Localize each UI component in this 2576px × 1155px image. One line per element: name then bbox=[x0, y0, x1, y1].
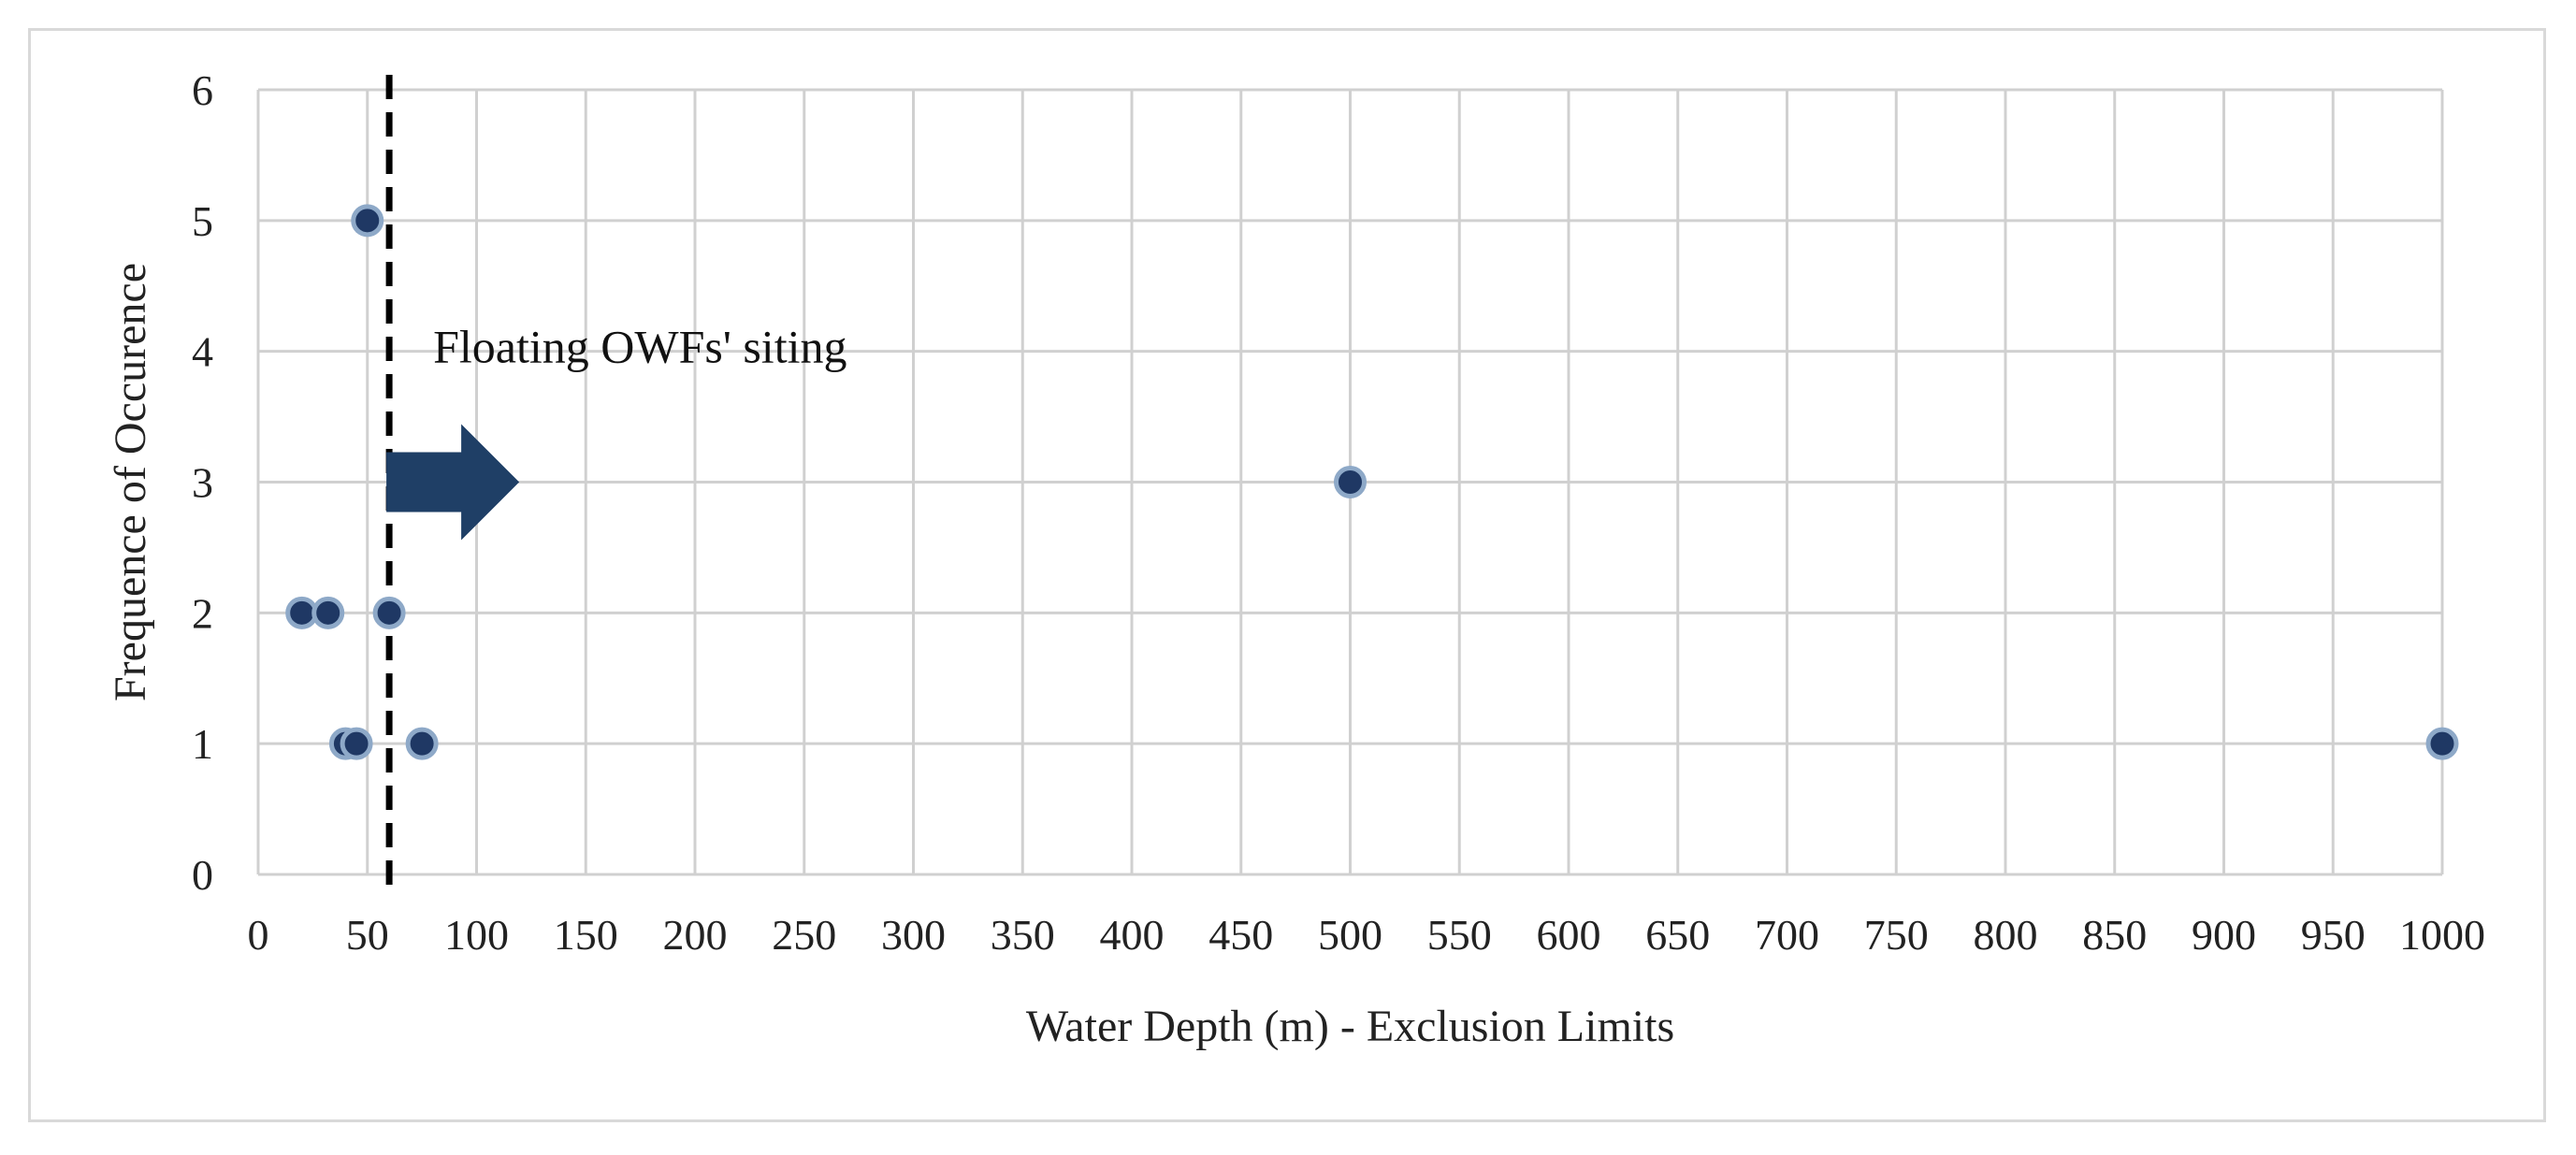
annotation-label: Floating OWFs' siting bbox=[433, 321, 847, 373]
x-tick-label: 0 bbox=[248, 911, 269, 959]
x-tick-label: 300 bbox=[881, 911, 946, 959]
y-axis-title: Frequence of Occurence bbox=[106, 263, 155, 701]
annotation-layer: Floating OWFs' siting bbox=[385, 75, 847, 886]
x-tick-label: 950 bbox=[2301, 911, 2366, 959]
data-point bbox=[351, 204, 384, 238]
x-tick-label: 150 bbox=[554, 911, 618, 959]
x-tick-label: 700 bbox=[1755, 911, 1819, 959]
data-point bbox=[311, 596, 345, 629]
x-tick-label: 400 bbox=[1100, 911, 1165, 959]
x-tick-label: 800 bbox=[1974, 911, 2038, 959]
x-tick-label: 50 bbox=[346, 911, 389, 959]
y-tick-label: 5 bbox=[192, 197, 213, 245]
x-axis-title: Water Depth (m) - Exclusion Limits bbox=[1026, 1002, 1674, 1051]
data-point bbox=[1334, 466, 1367, 498]
x-tick-label: 200 bbox=[663, 911, 728, 959]
x-tick-label: 550 bbox=[1427, 911, 1492, 959]
x-tick-label: 600 bbox=[1537, 911, 1601, 959]
x-tick-label: 850 bbox=[2082, 911, 2147, 959]
ticks-layer: 0 50 100 150 200 250 300 350 400 450 500 550 600 650 7… bbox=[192, 66, 2485, 959]
y-tick-label: 0 bbox=[192, 851, 213, 899]
data-point bbox=[2425, 727, 2459, 760]
data-point bbox=[405, 727, 439, 760]
x-tick-label: 900 bbox=[2192, 911, 2256, 959]
y-tick-label: 4 bbox=[192, 328, 213, 376]
x-tick-label: 500 bbox=[1318, 911, 1382, 959]
scatter-chart: Floating OWFs' siting 0 50 100 150 200 250 300… bbox=[106, 66, 2485, 1051]
data-point bbox=[372, 596, 406, 629]
siting-arrow-icon bbox=[386, 424, 520, 541]
x-tick-label: 250 bbox=[772, 911, 836, 959]
chart-frame: Floating OWFs' siting 0 50 100 150 200 250 300… bbox=[28, 28, 2546, 1122]
x-tick-label: 350 bbox=[991, 911, 1055, 959]
x-tick-label: 450 bbox=[1208, 911, 1273, 959]
x-tick-label: 650 bbox=[1645, 911, 1710, 959]
y-tick-label: 3 bbox=[192, 459, 213, 507]
data-point bbox=[285, 596, 319, 629]
data-point bbox=[340, 727, 373, 760]
y-tick-label: 2 bbox=[192, 589, 213, 637]
x-tick-label: 1000 bbox=[2399, 911, 2485, 959]
y-tick-label: 6 bbox=[192, 66, 213, 114]
points-layer bbox=[285, 204, 2459, 760]
y-tick-label: 1 bbox=[192, 720, 213, 768]
x-tick-label: 750 bbox=[1864, 911, 1929, 959]
x-tick-label: 100 bbox=[444, 911, 509, 959]
